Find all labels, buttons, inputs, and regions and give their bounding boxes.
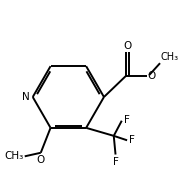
Text: F: F (113, 157, 118, 167)
Text: F: F (123, 115, 129, 125)
Text: N: N (22, 92, 30, 102)
Text: O: O (123, 41, 132, 51)
Text: CH₃: CH₃ (161, 52, 179, 62)
Text: O: O (37, 155, 45, 165)
Text: O: O (148, 71, 156, 81)
Text: CH₃: CH₃ (5, 151, 24, 161)
Text: F: F (129, 135, 135, 145)
